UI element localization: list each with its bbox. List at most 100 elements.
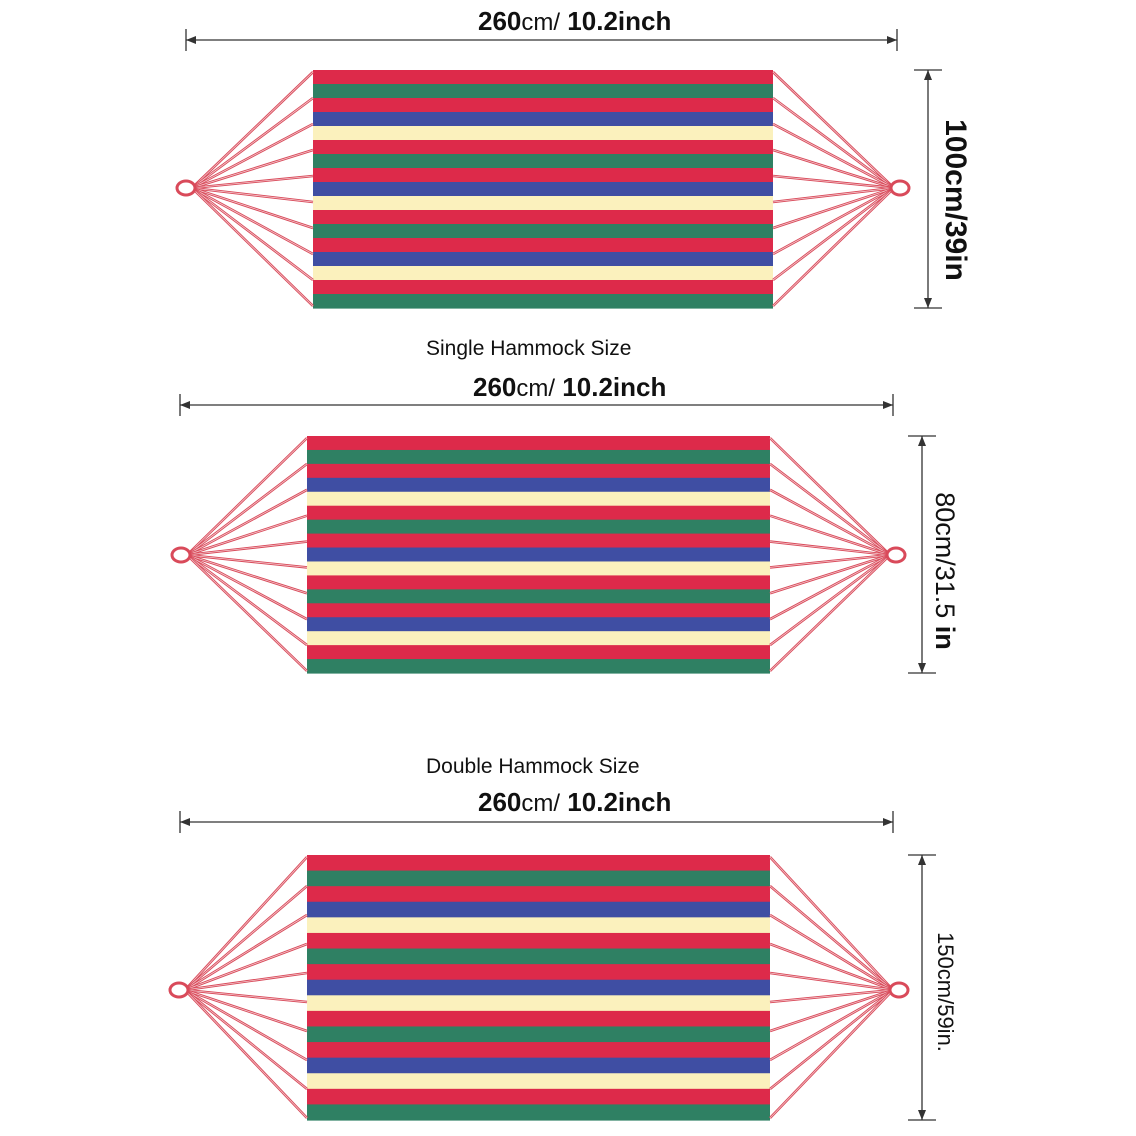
single-stripe-red	[307, 533, 770, 549]
top-rope-left-highlight	[191, 175, 314, 189]
double-stripe-blue	[307, 1057, 770, 1074]
top-rope-left-highlight	[191, 123, 314, 189]
single-stripe-cream	[307, 561, 770, 577]
double-height-arrowhead-top	[918, 855, 926, 865]
single-stripe-red	[307, 603, 770, 618]
double-stripe-green	[307, 948, 770, 965]
double-rope-left-highlight	[184, 989, 308, 1119]
double-rope-left-highlight	[184, 856, 308, 991]
top-ring-right	[889, 179, 911, 197]
top-stripe-red	[313, 210, 773, 225]
single-height-arrowhead-bottom	[918, 663, 926, 673]
single-stripe-red	[307, 463, 770, 479]
top-rope-left-highlight	[191, 187, 314, 307]
top-rope-left-highlight	[191, 187, 314, 229]
single-rope-right-highlight	[769, 489, 891, 556]
hammock-single	[170, 394, 936, 674]
double-rope-right-highlight	[769, 943, 894, 991]
single-rope-right-highlight	[769, 463, 891, 556]
double-rope-left-highlight	[184, 885, 308, 991]
single-rope-left-highlight	[186, 463, 308, 556]
top-rope-left-highlight	[191, 187, 314, 281]
single-height-unit: in	[930, 625, 960, 650]
single-stripe-blue	[307, 547, 770, 563]
single-stripe-red	[307, 645, 770, 660]
single-stripe-red	[307, 505, 770, 521]
top-rope-right-highlight	[772, 97, 895, 189]
double-rope-left-highlight	[184, 989, 308, 1003]
hammock-top	[175, 29, 942, 309]
double-ring-right	[888, 981, 910, 999]
double-stripe-cream	[307, 1073, 770, 1090]
single-rope-left-highlight	[186, 541, 308, 556]
top-width-arrowhead-right	[887, 36, 897, 44]
single-stripe-cream	[307, 491, 770, 507]
double-stripe-green	[307, 870, 770, 887]
top-stripe-green	[313, 154, 773, 169]
top-stripe-red	[313, 238, 773, 253]
top-width-cm: cm/	[521, 9, 561, 36]
single-rope-right-highlight	[769, 554, 891, 646]
top-rope-left-highlight	[191, 149, 314, 189]
top-rope-left-highlight	[191, 71, 314, 189]
top-ring-left	[175, 179, 197, 197]
double-stripe-cream	[307, 995, 770, 1012]
top-rope-right-highlight	[772, 187, 895, 255]
top-height-arrowhead-top	[924, 70, 932, 80]
top-stripe-red	[313, 168, 773, 183]
double-stripe-red	[307, 1088, 770, 1106]
top-width-number: 260	[478, 6, 522, 36]
single-width-number: 260	[473, 372, 517, 402]
double-stripe-red	[307, 1042, 770, 1059]
double-rope-right-highlight	[769, 885, 894, 991]
double-rope-left-highlight	[184, 972, 308, 991]
top-rope-left-highlight	[191, 187, 314, 255]
top-stripe-cream	[313, 266, 773, 281]
top-stripe-cream	[313, 196, 773, 211]
double-stripe-red	[307, 855, 770, 872]
double-width-cm: cm/	[521, 790, 561, 817]
single-stripe-red	[307, 436, 770, 451]
single-stripe-red	[307, 575, 770, 590]
double-rope-left-highlight	[184, 943, 308, 991]
single-width-arrowhead-right	[883, 401, 893, 409]
top-stripe-red	[313, 280, 773, 295]
top-stripe-red	[313, 140, 773, 155]
top-rope-left-highlight	[191, 97, 314, 189]
single-stripe-green	[307, 589, 770, 604]
single-height-arrowhead-top	[918, 436, 926, 446]
single-stripe-green	[307, 449, 770, 465]
single-rope-right-highlight	[769, 554, 891, 568]
top-rope-right-highlight	[772, 187, 895, 203]
double-rope-left-highlight	[184, 989, 308, 1032]
double-rope-right-highlight	[769, 972, 894, 991]
top-height-label: 100cm/39in	[939, 119, 972, 281]
single-rope-right-highlight	[769, 437, 891, 556]
double-width-inch: 10.2inch	[567, 787, 672, 817]
double-width-number: 260	[478, 787, 522, 817]
single-width-cm: cm/	[516, 375, 556, 402]
top-rope-right-highlight	[772, 187, 895, 307]
single-rope-right-highlight	[769, 554, 891, 594]
single-rope-right-highlight	[769, 554, 891, 620]
single-rope-left-highlight	[186, 554, 308, 646]
single-rope-right-highlight	[769, 554, 891, 672]
double-rope-left-highlight	[184, 989, 308, 1061]
double-width-label: 260cm/ 10.2inch	[478, 787, 671, 818]
double-stripe-red	[307, 1010, 770, 1028]
double-height-label: 150cm/59in.	[933, 932, 958, 1052]
single-rope-left-highlight	[186, 554, 308, 594]
double-rope-right-highlight	[769, 856, 894, 991]
single-rope-right-highlight	[769, 541, 891, 556]
double-rope-right-highlight	[769, 914, 894, 991]
single-height-label: 80cm/31.5 in	[929, 471, 961, 671]
double-width-arrowhead-right	[883, 818, 893, 826]
single-hammock-title: Single Hammock Size	[426, 337, 632, 360]
single-stripe-green	[307, 519, 770, 535]
top-rope-right-highlight	[772, 71, 895, 189]
double-rope-right-highlight	[769, 989, 894, 1090]
double-ring-left	[168, 981, 190, 999]
top-stripe-green	[313, 294, 773, 309]
top-rope-left-highlight	[191, 187, 314, 203]
